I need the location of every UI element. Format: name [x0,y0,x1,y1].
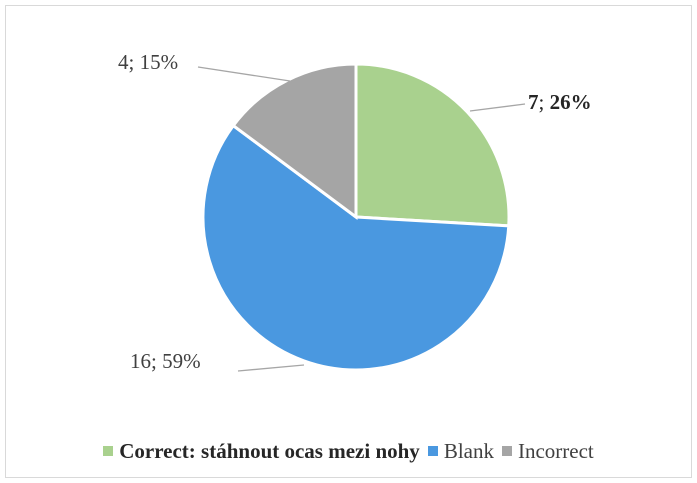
legend: Correct: stáhnout ocas mezi nohy Blank Inc… [0,437,697,464]
data-label: 7; 26% [528,90,592,114]
leader-line [469,103,526,112]
data-label: 16; 59% [130,349,201,373]
legend-item: Incorrect [501,438,594,464]
legend-label: Incorrect [517,438,594,463]
legend-label: Correct: stáhnout ocas mezi nohy [119,438,420,463]
leader-line [237,364,305,372]
legend-swatch [501,446,512,456]
pie-slice-correct [354,62,511,228]
legend-swatch [427,446,438,456]
leader-line [197,66,291,82]
data-label: 4; 15% [118,50,178,74]
legend-label: Blank [443,438,494,463]
legend-item: Blank [427,438,494,464]
pie-slice-blank [201,123,511,372]
legend-item: Correct: stáhnout ocas mezi nohy [103,439,420,464]
legend-swatch [103,446,114,456]
